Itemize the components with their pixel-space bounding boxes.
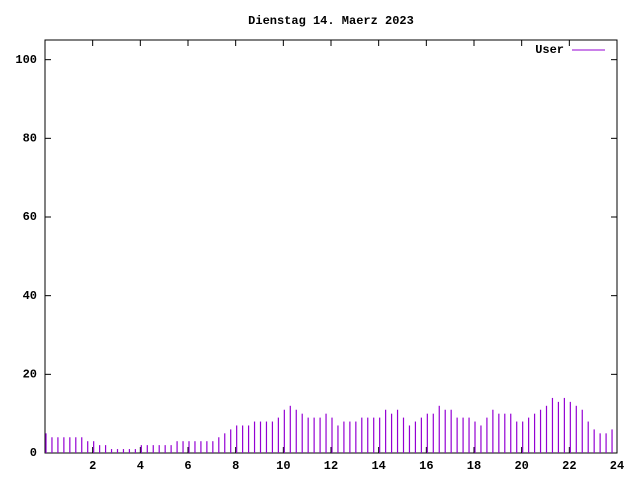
y-tick-label: 80 xyxy=(23,132,37,146)
chart-title: Dienstag 14. Maerz 2023 xyxy=(248,14,414,28)
x-tick-label: 6 xyxy=(184,459,191,473)
x-tick-label: 4 xyxy=(137,459,144,473)
x-tick-label: 22 xyxy=(562,459,576,473)
x-tick-label: 24 xyxy=(610,459,624,473)
x-tick-label: 18 xyxy=(467,459,481,473)
x-tick-label: 14 xyxy=(371,459,385,473)
legend-label: User xyxy=(535,43,564,57)
y-tick-label: 100 xyxy=(15,53,37,67)
plot-border xyxy=(44,39,618,454)
x-tick-label: 8 xyxy=(232,459,239,473)
y-tick-label: 60 xyxy=(23,210,37,224)
y-tick-label: 0 xyxy=(30,446,37,460)
x-tick-label: 2 xyxy=(89,459,96,473)
x-tick-label: 10 xyxy=(276,459,290,473)
x-tick-label: 12 xyxy=(324,459,338,473)
y-tick-label: 40 xyxy=(23,289,37,303)
x-tick-label: 16 xyxy=(419,459,433,473)
x-tick-label: 20 xyxy=(514,459,528,473)
y-tick-label: 20 xyxy=(23,368,37,382)
